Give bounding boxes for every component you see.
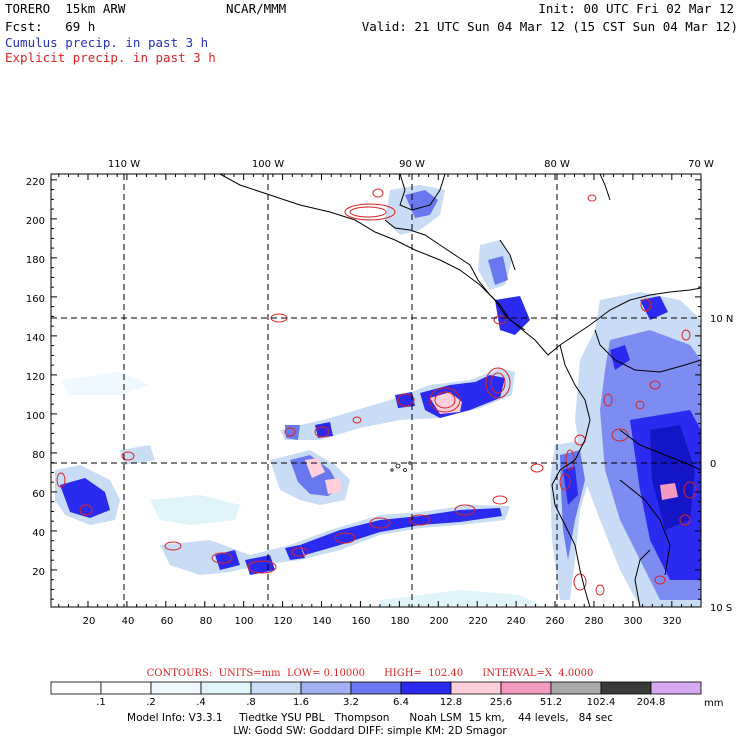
model-info: Model Info: V3.3.1 Tiedtke YSU PBL Thomp…	[127, 712, 613, 724]
y-tick: 160	[26, 294, 45, 305]
valid-time: Valid: 21 UTC Sun 04 Mar 12 (15 CST Sun …	[361, 19, 738, 34]
model-title: TORERO 15km ARW	[5, 1, 126, 16]
x-tick: 140	[312, 616, 331, 627]
x-tick: 180	[390, 616, 409, 627]
colorbar-swatch	[250, 681, 302, 695]
x-tick: 120	[273, 616, 292, 627]
colorbar-swatch	[100, 681, 152, 695]
y-tick: 20	[32, 567, 45, 578]
x-tick: 200	[429, 616, 448, 627]
contours-info: CONTOURS: UNITS=mm LOW= 0.10000 HIGH= 10…	[146, 668, 594, 679]
colorbar-level-label: 6.4	[393, 697, 409, 708]
colorbar-swatch	[50, 681, 102, 695]
colorbar-level-label: 12.8	[439, 697, 463, 708]
model-physics: LW: Godd SW: Goddard DIFF: simple KM: 2D…	[233, 725, 507, 737]
map-frame	[50, 173, 702, 608]
colorbar-swatch	[450, 681, 502, 695]
x-tick: 300	[623, 616, 642, 627]
colorbar-swatch	[600, 681, 652, 695]
colorbar-level-label: .4	[196, 697, 206, 708]
x-tick: 280	[584, 616, 603, 627]
colorbar-swatch	[500, 681, 552, 695]
colorbar-level-label: .8	[246, 697, 256, 708]
colorbar-swatch	[650, 681, 702, 695]
y-tick: 80	[32, 450, 45, 461]
x-tick: 260	[545, 616, 564, 627]
lon-label-70w: 70 W	[688, 159, 714, 170]
x-tick: 320	[662, 616, 681, 627]
y-tick: 140	[26, 333, 45, 344]
y-tick: 180	[26, 255, 45, 266]
coastlines	[219, 174, 701, 607]
colorbar-level-label: 204.8	[636, 697, 666, 708]
explicit-legend: Explicit precip. in past 3 h	[5, 50, 216, 65]
x-tick: 40	[122, 616, 135, 627]
lon-label-90w: 90 W	[399, 159, 425, 170]
x-tick: 20	[83, 616, 96, 627]
colorbar	[50, 681, 702, 695]
colorbar-level-label: 102.4	[586, 697, 616, 708]
x-tick: 220	[468, 616, 487, 627]
colorbar-units: mm	[704, 698, 723, 709]
y-tick: 100	[26, 411, 45, 422]
lat-label-10n: 10 N	[710, 314, 733, 325]
lat-label-10s: 10 S	[710, 603, 732, 614]
x-tick: 240	[506, 616, 525, 627]
colorbar-level-label: 25.6	[489, 697, 513, 708]
cumulus-legend: Cumulus precip. in past 3 h	[5, 35, 209, 50]
colorbar-swatch	[300, 681, 352, 695]
organization-label: NCAR/MMM	[226, 1, 287, 16]
colorbar-swatch	[350, 681, 402, 695]
x-tick: 100	[234, 616, 253, 627]
y-tick: 220	[26, 177, 45, 188]
lon-label-100w: 100 W	[252, 159, 284, 170]
colorbar-level-label: 1.6	[293, 697, 309, 708]
colorbar-swatch	[200, 681, 252, 695]
colorbar-level-label: 3.2	[343, 697, 359, 708]
lat-lon-grid	[51, 174, 701, 607]
x-tick: 60	[161, 616, 174, 627]
colorbar-swatch	[400, 681, 452, 695]
colorbar-level-label: .1	[96, 697, 106, 708]
lon-label-80w: 80 W	[544, 159, 570, 170]
y-tick: 40	[32, 528, 45, 539]
init-time: Init: 00 UTC Fri 02 Mar 12	[538, 1, 734, 16]
y-tick: 60	[32, 489, 45, 500]
colorbar-level-label: .2	[146, 697, 156, 708]
forecast-hour: Fcst: 69 h	[5, 19, 96, 34]
y-tick: 200	[26, 216, 45, 227]
lat-label-0: 0	[710, 459, 716, 470]
colorbar-swatch	[550, 681, 602, 695]
x-tick: 160	[351, 616, 370, 627]
lon-label-110w: 110 W	[108, 159, 140, 170]
x-tick: 80	[200, 616, 213, 627]
colorbar-swatch	[150, 681, 202, 695]
y-tick: 120	[26, 372, 45, 383]
precip-field	[55, 185, 701, 607]
colorbar-level-label: 51.2	[539, 697, 563, 708]
